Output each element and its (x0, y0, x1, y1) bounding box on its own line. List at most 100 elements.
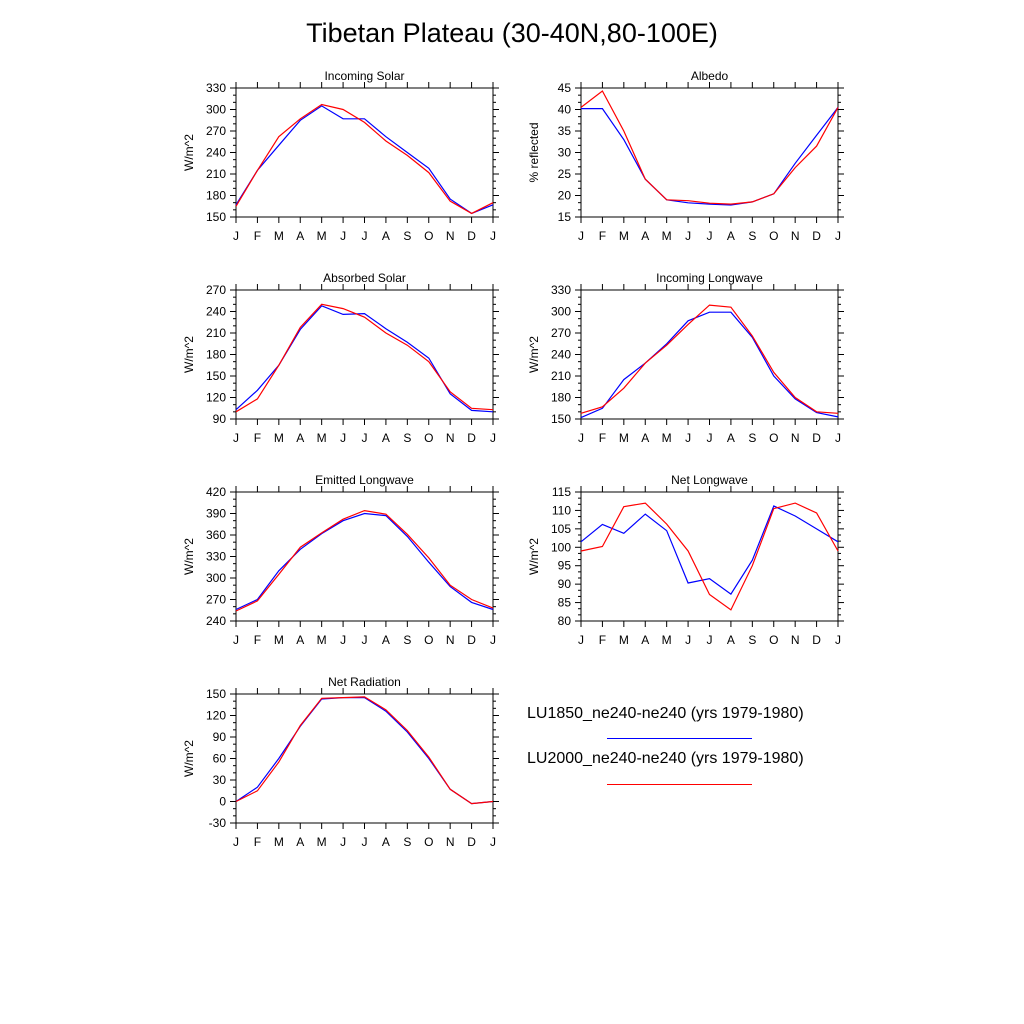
chart-title: Net Longwave (671, 473, 748, 487)
x-tick-label: O (424, 431, 433, 445)
x-tick-label: M (619, 229, 629, 243)
x-tick-label: J (490, 229, 496, 243)
x-tick-label: J (362, 431, 368, 445)
y-tick-label: 270 (206, 593, 226, 607)
y-tick-label: 85 (558, 596, 572, 610)
legend-label-series-1: LU1850_ne240-ne240 (yrs 1979-1980) (527, 705, 804, 722)
y-tick-label: 115 (552, 485, 571, 499)
chart-incoming-longwave: Incoming Longwave W/m^2 150 180 210 240 270 300… (527, 271, 844, 445)
x-tick-label: A (641, 431, 649, 445)
y-axis-label: W/m^2 (527, 336, 541, 373)
x-tick-label: O (424, 229, 433, 243)
x-tick-label: O (769, 633, 778, 647)
y-tick-label: 300 (551, 305, 571, 319)
x-tick-label: A (382, 431, 390, 445)
chart-title: Emitted Longwave (315, 473, 414, 487)
x-tick-label: A (296, 633, 304, 647)
chart-title: Incoming Solar (324, 69, 404, 83)
x-tick-label: J (362, 633, 368, 647)
series-line-2 (235, 509, 494, 612)
x-tick-label: F (599, 229, 606, 243)
x-tick-label: D (467, 633, 476, 647)
x-tick-label: N (791, 633, 800, 647)
y-tick-label: 300 (206, 571, 226, 585)
x-tick-label: N (446, 431, 455, 445)
y-tick-label: 360 (206, 528, 226, 542)
y-tick-label: 390 (206, 507, 226, 521)
y-tick-label: 240 (206, 614, 226, 628)
x-tick-label: J (233, 633, 239, 647)
series-line-1 (581, 107, 839, 206)
x-tick-label: F (599, 431, 606, 445)
y-axis-label: % reflected (527, 122, 541, 182)
y-tick-label: 330 (206, 81, 226, 95)
x-tick-label: J (490, 835, 496, 849)
plot-frame (235, 491, 494, 622)
x-tick-label: N (791, 229, 800, 243)
x-tick-label: A (382, 633, 390, 647)
x-tick-label: J (233, 835, 239, 849)
x-tick-label: M (274, 835, 284, 849)
x-tick-label: M (274, 229, 284, 243)
chart-title: Albedo (691, 69, 729, 83)
x-tick-label: S (403, 229, 411, 243)
x-tick-label: N (791, 431, 800, 445)
y-tick-label: 90 (213, 730, 227, 744)
x-tick-label: J (685, 431, 691, 445)
x-tick-label: A (727, 431, 735, 445)
x-tick-label: M (619, 431, 629, 445)
y-tick-label: 120 (206, 709, 226, 723)
x-tick-label: A (641, 229, 649, 243)
y-tick-label: 150 (206, 369, 226, 383)
x-tick-label: O (769, 229, 778, 243)
x-tick-label: N (446, 835, 455, 849)
y-tick-label: 0 (219, 795, 226, 809)
y-tick-label: 60 (213, 752, 227, 766)
series-line-1 (235, 696, 494, 805)
y-tick-label: 40 (558, 103, 572, 117)
x-tick-label: J (707, 633, 713, 647)
y-tick-label: 95 (558, 559, 572, 573)
chart-title: Incoming Longwave (656, 271, 763, 285)
x-tick-label: A (296, 431, 304, 445)
y-tick-label: 210 (206, 326, 226, 340)
chart-title: Absorbed Solar (323, 271, 406, 285)
x-tick-label: A (296, 229, 304, 243)
x-tick-label: S (748, 431, 756, 445)
series-line-2 (235, 103, 494, 215)
x-tick-label: M (274, 633, 284, 647)
y-tick-label: 110 (552, 503, 571, 517)
chart-absorbed-solar: Absorbed Solar W/m^2 90 120 150 180 210 240 270 J… (182, 271, 499, 445)
y-tick-label: 270 (206, 124, 226, 138)
x-tick-label: M (274, 431, 284, 445)
y-tick-label: 100 (551, 540, 571, 554)
x-tick-label: F (599, 633, 606, 647)
legend-line-series-1 (607, 738, 752, 739)
chart-incoming-solar: Incoming Solar W/m^2 150 180 210 240 270 300 330… (182, 69, 499, 243)
series-line-1 (580, 311, 839, 419)
x-tick-label: D (467, 431, 476, 445)
x-tick-label: O (769, 431, 778, 445)
y-tick-label: 90 (558, 577, 572, 591)
x-tick-label: A (382, 229, 390, 243)
y-axis-label: W/m^2 (182, 740, 196, 777)
x-tick-label: J (578, 431, 584, 445)
x-tick-label: S (748, 633, 756, 647)
x-tick-label: D (812, 229, 821, 243)
y-tick-label: 180 (206, 348, 226, 362)
x-tick-label: S (403, 835, 411, 849)
x-tick-label: A (296, 835, 304, 849)
y-axis-label: W/m^2 (527, 538, 541, 575)
y-tick-label: 45 (558, 81, 572, 95)
x-tick-label: O (424, 633, 433, 647)
x-tick-label: J (685, 633, 691, 647)
y-tick-label: 20 (558, 189, 572, 203)
chart-title: Net Radiation (328, 675, 401, 689)
series-line-1 (235, 305, 494, 413)
plot-frame (235, 87, 494, 218)
y-axis-label: W/m^2 (182, 134, 196, 171)
x-tick-label: J (685, 229, 691, 243)
